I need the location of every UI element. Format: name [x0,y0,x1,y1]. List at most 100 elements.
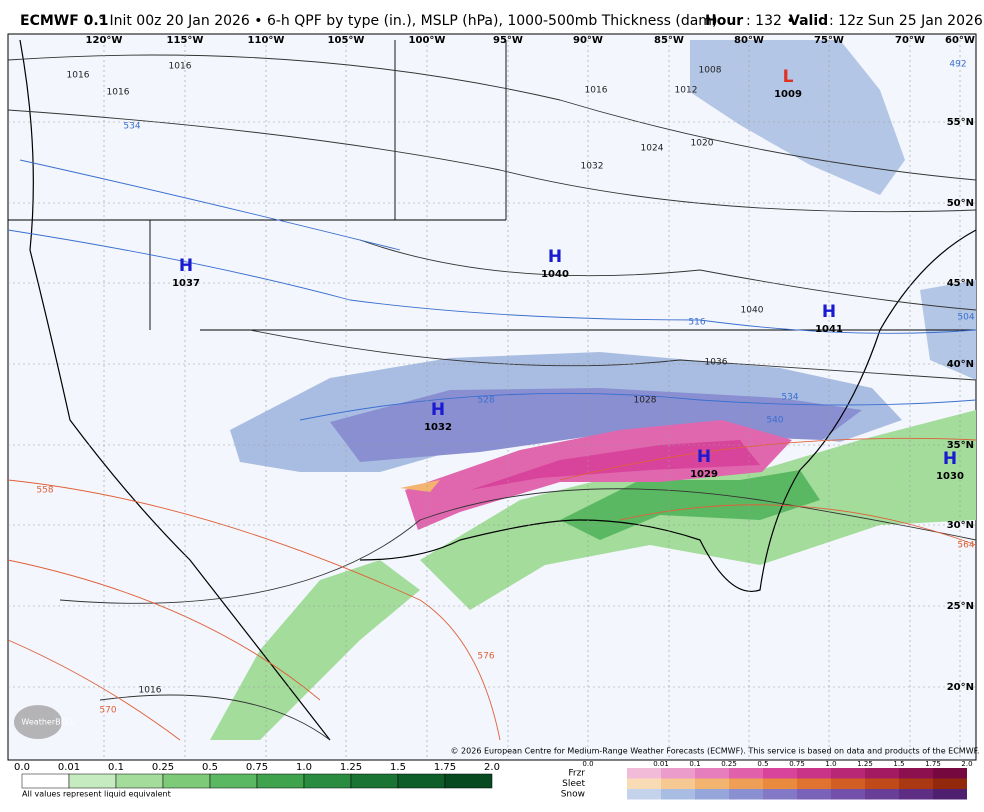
type-swatch [933,778,967,789]
latitude-label: 35°N [947,440,974,451]
rain-scale-label: 0.75 [246,762,268,773]
longitude-label: 70°W [895,35,925,46]
rain-scale-label: 1.75 [434,762,456,773]
longitude-label: 100°W [409,35,446,46]
thickness-label: 516 [688,318,705,328]
type-scale-label: 1.0 [825,760,836,768]
pressure-value: 1037 [172,278,200,289]
isobar-label: 1016 [169,62,192,72]
longitude-label: 115°W [167,35,204,46]
rain-swatch [397,773,446,789]
type-swatch [797,768,831,779]
latitude-label: 40°N [947,359,974,370]
longitude-label: 80°W [734,35,764,46]
valid-value: : 12z Sun 25 Jan 2026 [829,13,983,29]
thickness-label: 576 [477,652,494,662]
isobar-label: 1024 [641,144,664,154]
rain-scale-label: 0.0 [14,762,30,773]
longitude-label: 60°W [945,35,975,46]
type-swatch [797,778,831,789]
longitude-label: 85°W [654,35,684,46]
legend-note: All values represent liquid equivalent [22,790,171,799]
thickness-warm [7,437,977,741]
pressure-center: L [783,67,794,87]
type-swatch [831,778,865,789]
type-scale-label: 0.5 [757,760,768,768]
type-scale-label: 0.01 [653,760,669,768]
isobar-label: 1016 [107,88,130,98]
thickness-label: 492 [949,60,966,70]
rain-swatch [68,773,117,789]
rain-scale-label: 0.25 [152,762,174,773]
isobars [7,54,977,741]
pressure-center: H [548,247,562,267]
rain-scale-label: 0.5 [202,762,218,773]
type-swatch [729,778,763,789]
thickness-cold [7,159,977,421]
logo-globe [14,705,62,739]
rain-scale-label: 1.25 [340,762,362,773]
pressure-center: H [697,447,711,467]
longitude-label: 120°W [86,35,123,46]
type-swatch [865,768,899,779]
isobar-label: 1020 [691,139,714,149]
isobar-label: 1016 [139,686,162,696]
type-swatch [627,789,661,800]
rain-swatch [303,773,352,789]
type-swatch [865,789,899,800]
copyright: © 2026 European Centre for Medium-Range … [451,747,980,756]
rain-swatch [209,773,258,789]
snow-area [690,40,905,195]
rain-scale-label: 2.0 [484,762,500,773]
map-frame [7,33,977,761]
type-swatch [695,768,729,779]
pressure-value: 1032 [424,422,452,433]
isobar-label: 1036 [705,358,728,368]
rain-swatch [162,773,211,789]
type-swatch [933,768,967,779]
latitude-label: 30°N [947,520,974,531]
rain-scale-label: 1.0 [296,762,312,773]
latitude-label: 45°N [947,278,974,289]
longitude-label: 75°W [814,35,844,46]
type-scale-label: 1.25 [857,760,873,768]
longitude-label: 110°W [248,35,285,46]
type-swatch [729,789,763,800]
thickness-label: 504 [957,313,974,323]
type-swatch [865,778,899,789]
type-name: Sleet [562,779,585,789]
type-swatch [933,789,967,800]
pressure-value: 1009 [774,89,802,100]
thickness-label: 570 [99,706,116,716]
longitude-label: 95°W [493,35,523,46]
thickness-label: 534 [123,122,140,132]
pressure-value: 1030 [936,471,964,482]
type-swatch [797,789,831,800]
type-swatch [763,778,797,789]
map-labels: 120°W 115°W 110°W 105°W 100°W 95°W 90°W 85°W 80°… [8,35,976,760]
type-scale-label: 0.25 [721,760,737,768]
freezing-rain-area [470,440,760,490]
pressure-center: H [431,400,445,420]
isobar-label: 1008 [699,66,722,76]
latitude-label: 20°N [947,682,974,693]
type-scale-label: 0.0 [582,760,593,768]
pressure-value: 1041 [815,324,843,335]
longitude-label: 105°W [328,35,365,46]
isobar-label: 1016 [67,71,90,81]
rain-scale-label: 1.5 [390,762,406,773]
isobar-label: 1012 [675,86,698,96]
rain-swatch [444,773,493,789]
rain-swatch [21,773,70,789]
thickness-label: 558 [36,486,53,496]
rain-scale-label: 0.1 [108,762,124,773]
type-swatch [695,789,729,800]
latitude-label: 25°N [947,601,974,612]
isobar-label: 1016 [585,86,608,96]
type-swatch [729,768,763,779]
title: ° Init 00z 20 Jan 2026 • 6-h QPF by type… [98,13,717,29]
logo: WeatherBELL [21,718,75,727]
valid-label: Valid [789,13,828,29]
type-swatch [899,789,933,800]
